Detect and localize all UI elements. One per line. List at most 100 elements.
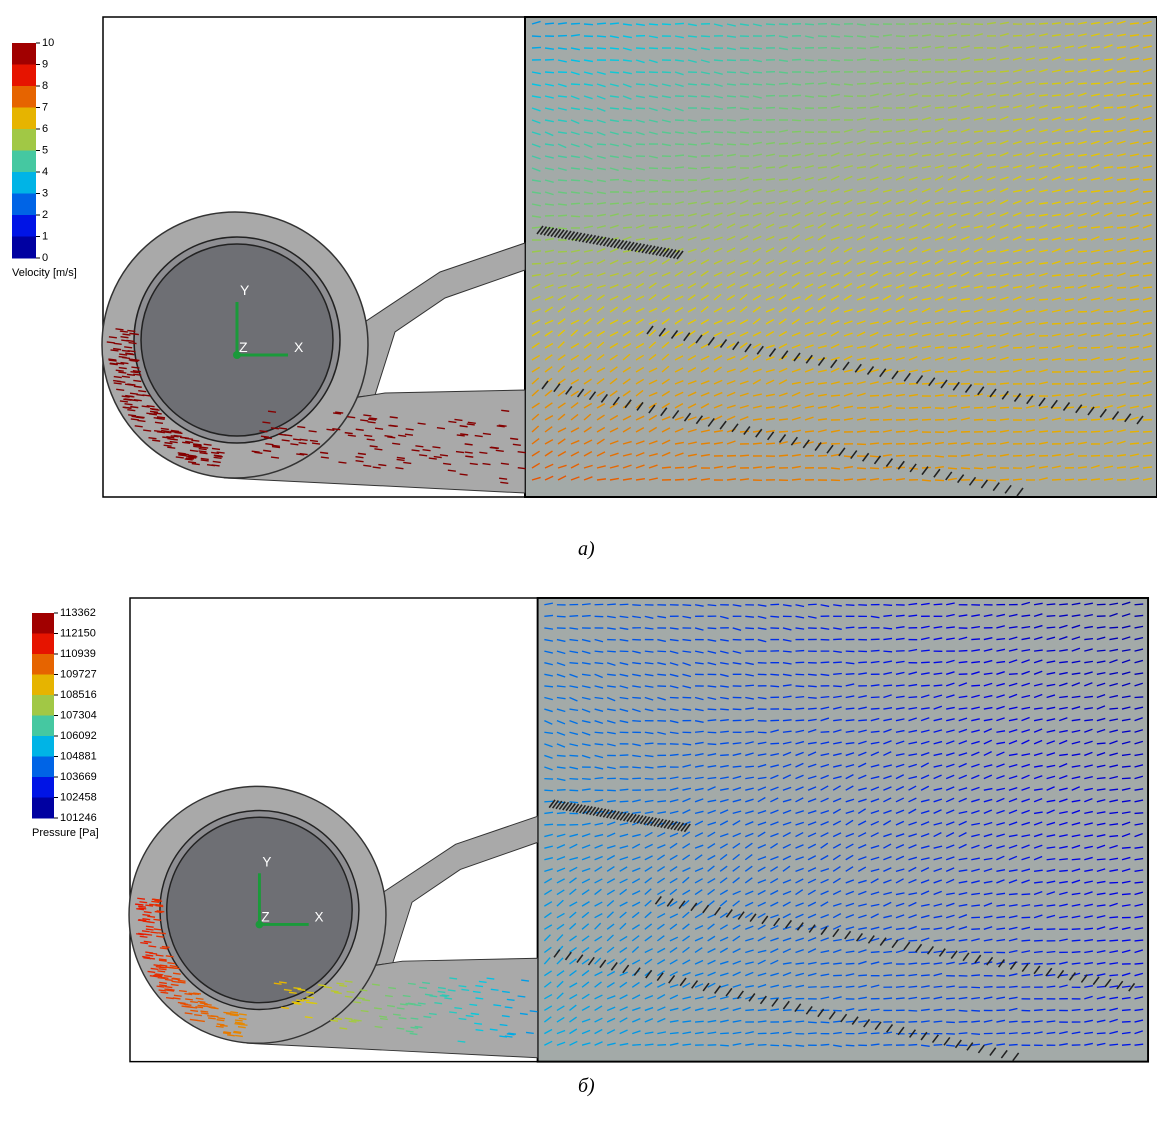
flow-vector [544,790,553,791]
flow-vector [469,1004,477,1005]
flow-vector [959,1033,968,1034]
flow-vector [720,1045,729,1046]
flow-vector [337,983,345,984]
flow-vector [821,1044,830,1045]
flow-vector [858,975,867,976]
flow-vector [1072,952,1081,953]
flow-vector [921,975,930,976]
flow-vector [1000,479,1009,480]
cfd-panel: YZX [102,17,1157,497]
flow-vector [119,354,127,355]
flow-vector [1013,47,1022,48]
flow-vector [532,36,541,37]
flow-vector [558,96,567,97]
flow-vector [857,107,866,108]
flow-vector [157,418,165,419]
flow-vector [363,415,371,416]
flow-vector [465,452,473,453]
flow-vector [701,96,710,97]
flow-vector [649,215,658,216]
flow-vector [334,992,342,993]
flow-vector [142,931,150,932]
flow-vector [184,1004,192,1005]
flow-vector [367,439,375,440]
flow-vector [948,59,957,60]
flow-vector [128,351,136,352]
flow-vector [1117,419,1126,420]
flow-vector [607,604,616,605]
flow-vector [558,228,567,229]
flow-vector [330,1020,338,1021]
flow-vector [127,374,135,375]
flow-vector [632,697,641,698]
flow-vector [143,430,151,431]
flow-vector [357,998,365,999]
flow-vector [883,479,892,480]
flow-vector [234,1031,242,1032]
flow-vector [1009,1021,1018,1022]
flow-vector [508,1033,516,1034]
flow-vector [959,651,968,652]
flow-vector [526,1032,534,1033]
flow-vector [156,967,164,968]
flow-vector [770,743,779,744]
flow-vector [496,450,504,451]
flow-vector [405,434,413,435]
flow-vector [544,686,553,687]
flow-vector [118,372,126,373]
flow-vector [348,435,356,436]
flow-vector [833,662,842,663]
flow-vector [582,779,591,780]
flow-vector [279,982,287,983]
flow-vector [487,978,495,979]
flow-vector [372,984,380,985]
flow-vector [620,755,629,756]
flow-vector [595,778,604,779]
flow-vector [479,981,487,982]
flow-vector [271,428,279,429]
flow-vector [419,987,427,988]
flow-vector [530,1011,538,1012]
flow-vector [720,1033,729,1034]
flow-vector [796,686,805,687]
flow-vector [714,203,723,204]
flow-vector [184,994,192,995]
flow-vector [121,337,129,338]
flow-vector [871,650,880,651]
flow-vector [620,789,629,790]
flow-vector [109,360,117,361]
flow-vector [178,453,186,454]
flow-vector [688,96,697,97]
flow-vector [320,452,328,453]
flow-vector [156,936,164,937]
flow-vector [733,709,742,710]
flow-vector [582,801,591,802]
flow-vector [597,23,606,24]
flow-vector [160,965,168,966]
flow-vector [339,1028,347,1029]
flow-vector [909,419,918,420]
flow-vector [312,443,320,444]
flow-vector [139,920,147,921]
flow-vector [545,23,554,24]
flow-vector [114,343,122,344]
flow-vector [425,994,433,995]
flow-vector [284,990,292,991]
flow-vector [125,404,133,405]
flow-vector [796,651,805,652]
flow-vector [571,180,580,181]
flow-vector [368,422,376,423]
flow-vector [204,444,212,445]
flow-vector [113,381,121,382]
flow-vector [355,457,363,458]
flow-vector [727,144,736,145]
flow-vector [294,1003,302,1004]
flow-vector [948,443,957,444]
flow-vector [645,790,654,791]
flow-vector [190,1019,198,1020]
flow-vector [157,971,165,972]
flow-vector [1039,299,1048,300]
flow-vector [465,444,473,445]
flow-vector [657,674,666,675]
